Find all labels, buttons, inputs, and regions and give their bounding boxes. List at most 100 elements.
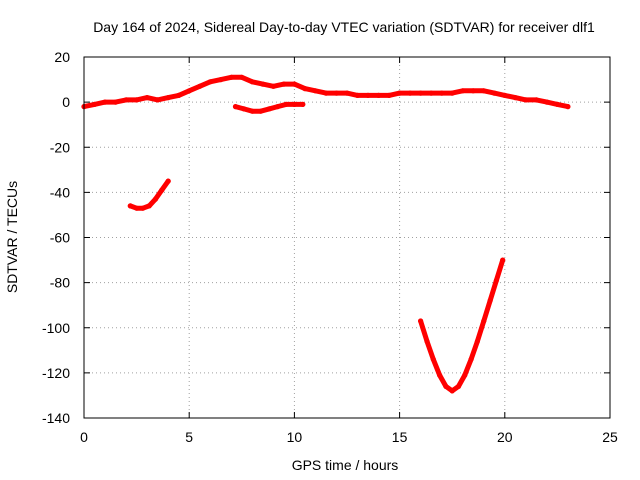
series-1-point bbox=[260, 81, 266, 87]
series-1-point bbox=[228, 74, 234, 80]
series-4-point bbox=[424, 338, 430, 344]
series-1-point bbox=[333, 90, 340, 96]
x-tick-label: 0 bbox=[80, 429, 88, 445]
series-1-point bbox=[565, 104, 571, 110]
y-tick-label: 20 bbox=[54, 49, 70, 65]
series-line-4 bbox=[418, 257, 506, 394]
series-1-point bbox=[218, 77, 224, 83]
series-1-point bbox=[249, 79, 255, 85]
series-4-point bbox=[418, 318, 424, 324]
series-1-point bbox=[186, 88, 192, 94]
x-tick-label: 5 bbox=[185, 429, 193, 445]
series-1-point bbox=[165, 95, 171, 101]
series-1-point bbox=[460, 88, 466, 94]
series-4-point bbox=[493, 277, 499, 283]
series-1-point bbox=[91, 101, 98, 107]
series-1-point bbox=[418, 90, 424, 96]
series-1-point bbox=[239, 74, 245, 80]
series-1-point bbox=[291, 81, 297, 87]
x-tick-label: 20 bbox=[497, 429, 513, 445]
series-2-point bbox=[300, 101, 306, 107]
series-1-point bbox=[102, 99, 108, 105]
series-1-point bbox=[502, 92, 508, 98]
series-1-point bbox=[281, 81, 287, 87]
axis-ticks bbox=[83, 56, 611, 419]
series-1-point bbox=[344, 90, 350, 96]
x-tick-label: 15 bbox=[392, 429, 408, 445]
series-2-point bbox=[291, 101, 297, 107]
series-1-point bbox=[481, 88, 487, 94]
series-1-point bbox=[512, 95, 518, 101]
series-1-point bbox=[407, 90, 413, 96]
y-tick-label: -60 bbox=[50, 230, 70, 246]
series-2-point bbox=[232, 104, 239, 110]
series-2-point bbox=[241, 106, 247, 112]
series-1-point bbox=[176, 92, 182, 98]
y-tick-label: 0 bbox=[62, 94, 70, 110]
series-1-point bbox=[449, 90, 455, 96]
series-1-point bbox=[523, 97, 529, 103]
x-axis-tick-labels: 0 5 10 15 20 25 bbox=[80, 429, 618, 445]
series-4-point bbox=[474, 338, 480, 344]
series-4-point bbox=[443, 383, 449, 389]
series-1-point bbox=[386, 92, 392, 98]
x-tick-label: 25 bbox=[602, 429, 618, 445]
series-4-point bbox=[430, 356, 436, 362]
y-tick-label: -120 bbox=[42, 365, 70, 381]
series-4-point bbox=[500, 257, 506, 263]
series-2-point bbox=[258, 108, 264, 114]
series-3-point bbox=[146, 203, 152, 209]
series-1-point bbox=[113, 99, 119, 105]
series-1-point bbox=[123, 97, 129, 103]
x-axis-title: GPS time / hours bbox=[292, 457, 399, 473]
y-tick-label: -140 bbox=[42, 410, 70, 426]
series-3-point bbox=[152, 196, 159, 202]
series-1-point bbox=[207, 79, 213, 85]
y-axis-tick-labels: 20 0 -20 -40 -60 -80 -100 -120 -140 bbox=[42, 49, 70, 426]
series-1-point bbox=[470, 88, 476, 94]
series-2-point bbox=[283, 101, 289, 107]
series-1-point bbox=[302, 86, 308, 92]
series-1-point bbox=[397, 90, 403, 96]
y-tick-label: -40 bbox=[50, 184, 70, 200]
series-3-point bbox=[140, 205, 146, 211]
series-2-point bbox=[266, 106, 272, 112]
series-1-point bbox=[491, 90, 497, 96]
series-3-point bbox=[134, 205, 140, 211]
data-series bbox=[81, 74, 571, 394]
series-3-point bbox=[127, 203, 133, 209]
series-1-point bbox=[323, 90, 329, 96]
series-4-point bbox=[437, 372, 443, 378]
series-1-point bbox=[144, 95, 150, 101]
series-1-point bbox=[270, 83, 276, 89]
x-tick-label: 10 bbox=[287, 429, 303, 445]
series-1-point bbox=[533, 97, 540, 103]
series-1-point bbox=[312, 88, 318, 94]
series-1-point bbox=[554, 101, 561, 107]
series-2-point bbox=[249, 108, 255, 114]
series-4-point bbox=[481, 318, 487, 324]
y-tick-label: -80 bbox=[50, 275, 70, 291]
series-1-point bbox=[365, 92, 371, 98]
y-tick-label: -100 bbox=[42, 320, 70, 336]
series-3-point bbox=[165, 178, 171, 184]
series-2-point bbox=[275, 104, 281, 110]
series-1-point bbox=[439, 90, 445, 96]
series-4-point bbox=[449, 388, 455, 394]
series-1-point bbox=[134, 97, 140, 103]
series-4-point bbox=[468, 356, 474, 362]
series-1-point bbox=[544, 99, 550, 105]
grid-lines bbox=[84, 57, 610, 418]
plot-area-frame bbox=[83, 56, 611, 419]
y-axis-title: SDTVAR / TECUs bbox=[4, 181, 20, 293]
series-4-point bbox=[487, 298, 493, 304]
series-4-point bbox=[455, 383, 462, 389]
chart-title: Day 164 of 2024, Sidereal Day-to-day VTE… bbox=[93, 19, 595, 35]
series-1-point bbox=[354, 92, 361, 98]
series-1-point bbox=[197, 83, 203, 89]
y-tick-label: -20 bbox=[50, 139, 70, 155]
series-4-point bbox=[462, 372, 468, 378]
series-1-point bbox=[376, 92, 382, 98]
series-1-point bbox=[428, 90, 434, 96]
